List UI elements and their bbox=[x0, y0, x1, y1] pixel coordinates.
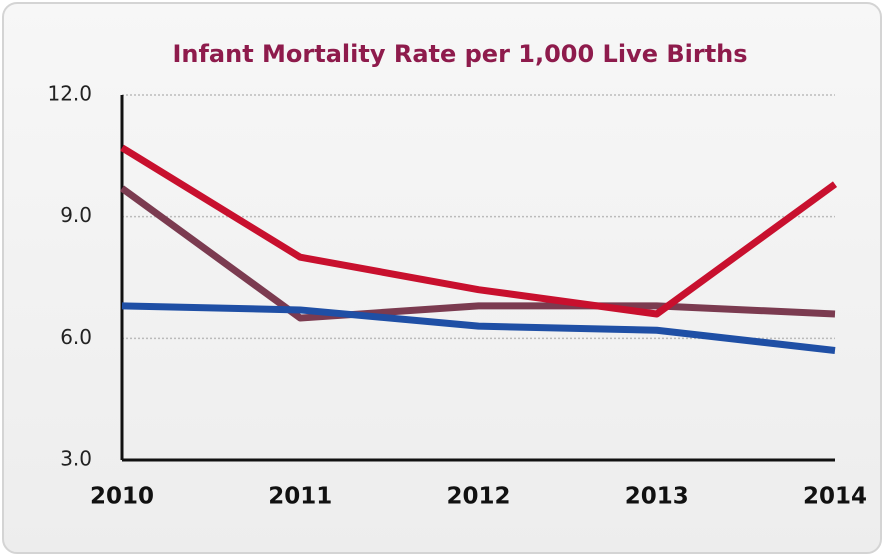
y-tick-label: 12.0 bbox=[47, 82, 92, 106]
series-line bbox=[121, 302, 836, 354]
series-line bbox=[119, 185, 836, 322]
x-tick-label: 2014 bbox=[803, 484, 867, 510]
x-tick-label: 2013 bbox=[625, 484, 689, 510]
y-tick-label: 9.0 bbox=[60, 203, 92, 227]
chart-title: Infant Mortality Rate per 1,000 Live Bir… bbox=[172, 40, 747, 68]
series-line bbox=[120, 144, 838, 318]
y-tick-label: 3.0 bbox=[60, 447, 92, 471]
x-tick-label: 2011 bbox=[268, 484, 332, 510]
x-tick-label: 2010 bbox=[90, 484, 154, 510]
y-tick-label: 6.0 bbox=[60, 325, 92, 349]
x-tick-label: 2012 bbox=[446, 484, 510, 510]
